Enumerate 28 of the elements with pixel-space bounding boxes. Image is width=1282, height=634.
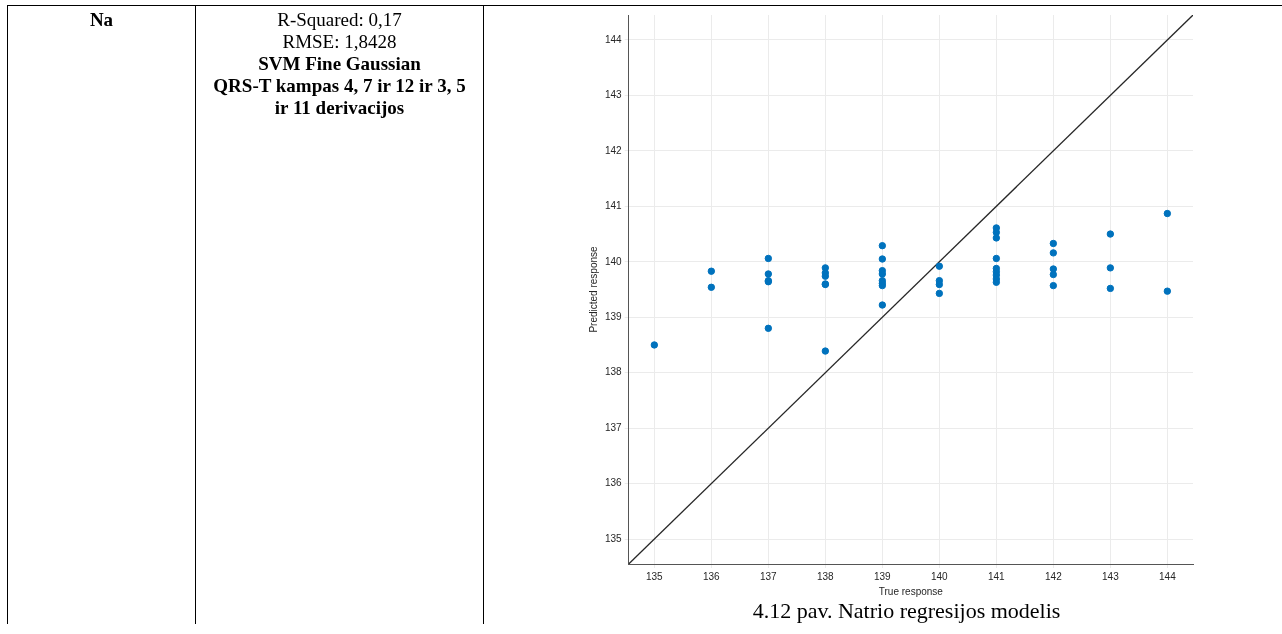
y-tick-label: 136 xyxy=(605,477,623,489)
x-tick-label: 138 xyxy=(817,570,835,582)
x-tick-label: 139 xyxy=(874,570,892,582)
text: 4.12 pav. Natrio regresijos modelis xyxy=(751,598,1062,624)
y-tick-label: 137 xyxy=(605,421,623,433)
y-tick-label: 140 xyxy=(605,255,623,267)
y-tick-label: 135 xyxy=(605,532,623,544)
x-tick-label: 144 xyxy=(1159,570,1177,582)
y-tick-label: 138 xyxy=(605,366,623,378)
text: RMSE: 1,8428 xyxy=(281,31,398,53)
y-axis-title: Predicted response xyxy=(587,245,599,333)
x-tick-label: 141 xyxy=(988,570,1006,582)
x-tick-label: 140 xyxy=(931,570,949,582)
text: SVM Fine Gaussian xyxy=(257,53,422,75)
x-tick-label: 135 xyxy=(645,570,664,582)
x-tick-label: 137 xyxy=(759,570,778,582)
y-tick-label: 144 xyxy=(605,33,623,45)
text: R-Squared: 0,17 xyxy=(276,9,403,31)
text: Na xyxy=(89,9,114,30)
y-tick-label: 143 xyxy=(605,89,623,101)
y-tick-label: 141 xyxy=(605,200,623,212)
x-tick-label: 143 xyxy=(1102,570,1120,582)
x-axis-title: True response xyxy=(878,585,944,597)
text: QRS-T kampas 4, 7 ir 12 ir 3, 5 ir 11 derivacijos xyxy=(212,75,467,119)
x-tick-label: 136 xyxy=(702,570,721,582)
y-tick-label: 139 xyxy=(605,310,623,322)
x-tick-label: 142 xyxy=(1045,570,1063,582)
y-tick-label: 142 xyxy=(605,144,623,156)
